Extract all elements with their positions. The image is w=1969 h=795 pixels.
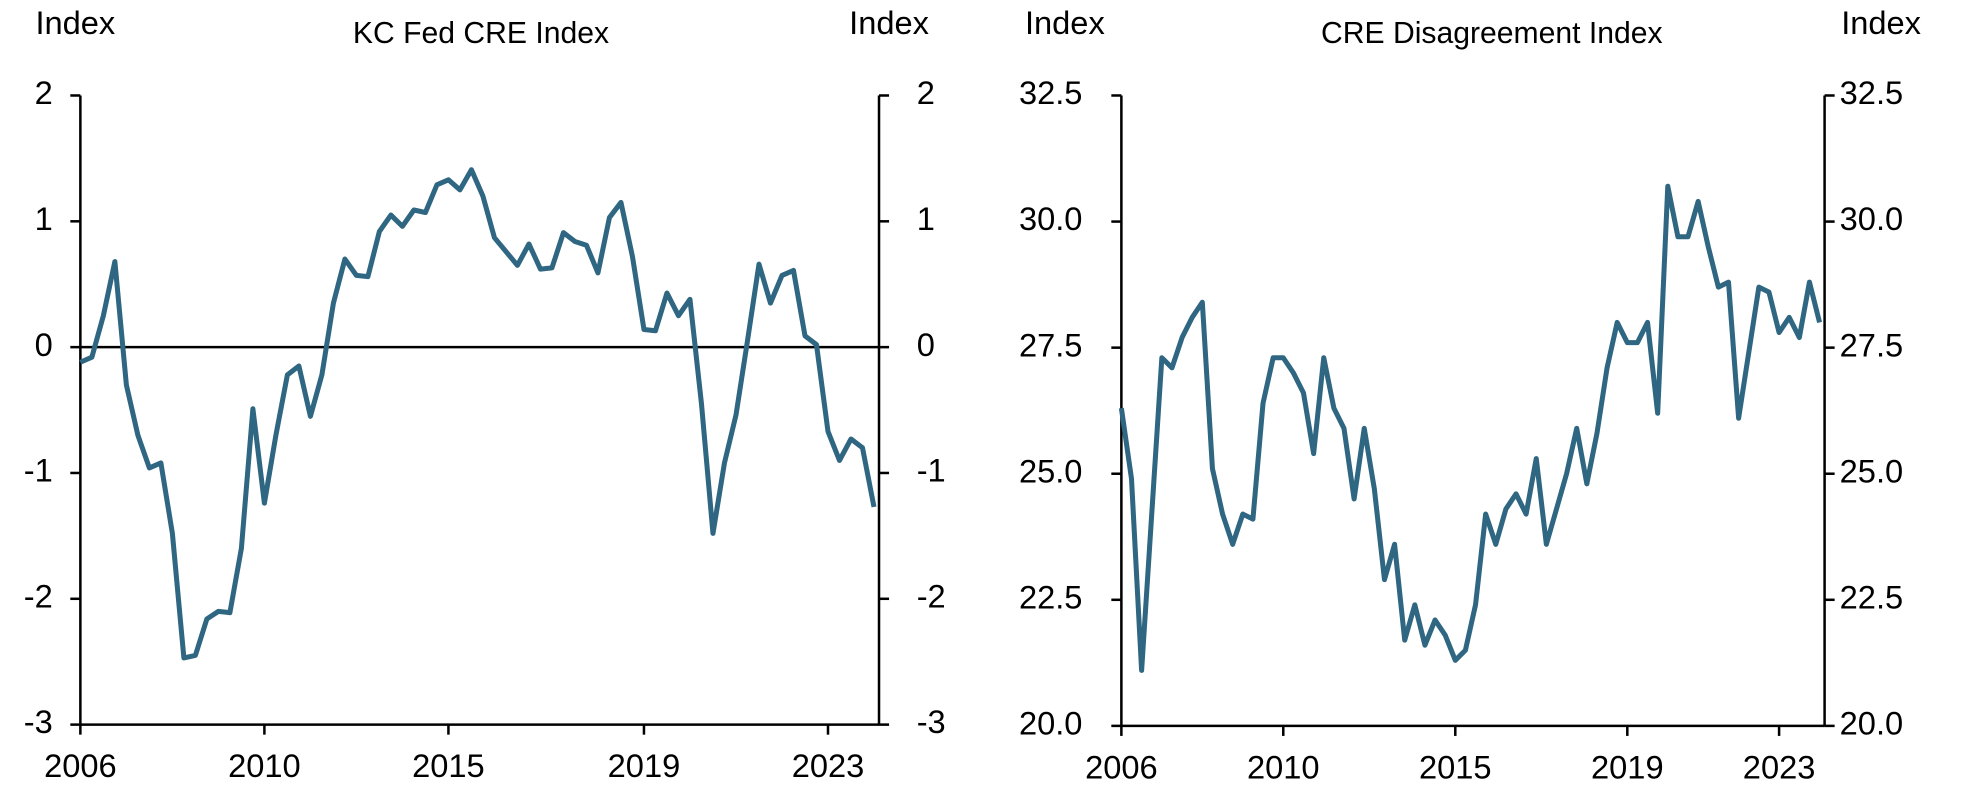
y2-tick-label: 25.0	[1840, 452, 1903, 489]
y-tick-label: 22.5	[1019, 578, 1083, 615]
x-tick-label: 2019	[1591, 748, 1664, 785]
y-tick-label: 27.5	[1019, 326, 1083, 363]
x-tick-label: 2023	[792, 747, 865, 784]
y-tick-label: -3	[24, 703, 53, 740]
y-tick-label: 0	[35, 326, 53, 363]
y2-tick-label: 27.5	[1840, 326, 1903, 363]
chart-title: KC Fed CRE Index	[353, 17, 609, 50]
y-axis-label: Index	[35, 4, 115, 41]
y2-tick-label: 2	[917, 74, 935, 111]
x-tick-label: 2006	[1085, 748, 1158, 785]
y2-axis-label: Index	[1841, 4, 1921, 41]
x-tick-label: 2023	[1743, 748, 1816, 785]
y2-tick-label: 22.5	[1840, 578, 1903, 615]
chart-title: CRE Disagreement Index	[1321, 17, 1663, 50]
y-tick-label: -2	[24, 577, 53, 614]
x-tick-label: 2006	[44, 747, 117, 784]
y-tick-label: 25.0	[1019, 452, 1083, 489]
y-tick-label: -1	[24, 452, 53, 489]
y-tick-label: 2	[35, 74, 53, 111]
x-tick-label: 2015	[412, 747, 485, 784]
x-tick-label: 2010	[228, 747, 301, 784]
y2-tick-label: -2	[917, 577, 946, 614]
y-tick-label: 30.0	[1019, 200, 1083, 237]
y2-tick-label: 20.0	[1840, 705, 1903, 742]
y2-tick-label: 1	[917, 200, 935, 237]
x-tick-label: 2015	[1419, 748, 1492, 785]
y-tick-label: 32.5	[1019, 74, 1083, 111]
y2-tick-label: 0	[917, 326, 935, 363]
data-line	[79, 167, 877, 661]
y-axis-label: Index	[1025, 4, 1105, 41]
y2-axis-label: Index	[849, 4, 929, 41]
data-line	[1118, 183, 1823, 673]
y-tick-label: 1	[35, 200, 53, 237]
y2-tick-label: -1	[917, 452, 946, 489]
y2-tick-label: 30.0	[1840, 200, 1903, 237]
x-tick-label: 2019	[608, 747, 681, 784]
y2-tick-label: 32.5	[1840, 74, 1903, 111]
y2-tick-label: -3	[917, 703, 946, 740]
y-tick-label: 20.0	[1019, 705, 1083, 742]
x-tick-label: 2010	[1247, 748, 1320, 785]
